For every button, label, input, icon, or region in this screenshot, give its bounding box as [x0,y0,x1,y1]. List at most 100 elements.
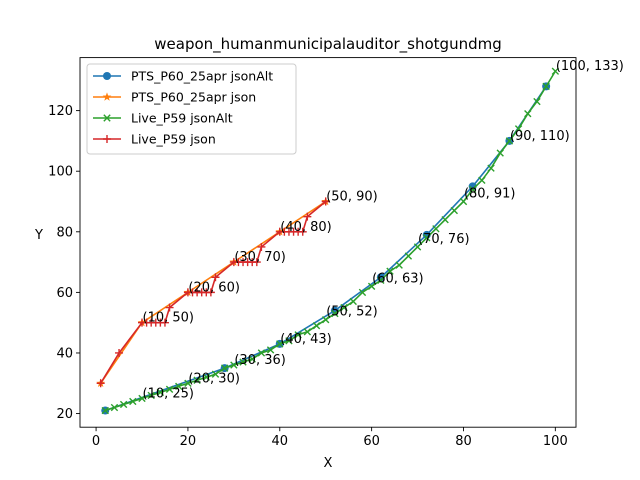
point-annotation: (40, 43) [280,332,332,347]
point-annotation: (100, 133) [556,59,624,74]
data-point [115,348,124,357]
data-point [193,376,201,384]
data-point [303,212,312,221]
data-point [206,288,215,297]
data-point [285,337,293,345]
data-point [441,215,449,224]
x-tick-label: 100 [543,434,568,449]
data-point [542,82,550,91]
y-tick-label: 20 [56,407,73,422]
x-tick-label: 60 [363,434,380,449]
data-point [331,309,339,318]
data-point [367,282,376,291]
point-annotation: (10, 50) [143,311,195,326]
legend-label: Live_P59 json [131,132,216,147]
x-tick-label: 0 [92,434,100,449]
data-point [303,328,312,336]
data-point [395,261,403,269]
data-point [276,340,284,348]
data-point [423,234,431,242]
point-annotation: (90, 110) [510,129,570,144]
data-point [129,397,137,406]
x-axis-label: X [324,456,333,471]
plot-frame [79,57,577,428]
legend-marker [103,135,111,143]
data-point [211,273,220,282]
point-annotation: (20, 60) [188,280,240,295]
data-point [468,185,477,194]
data-point [478,176,486,184]
legend-marker [103,114,111,122]
data-point [110,403,119,412]
data-point [257,242,266,251]
data-point [165,303,174,312]
data-point [386,267,394,275]
series-3 [101,67,560,415]
legend-entry: Live_P59 jsonAlt [93,111,233,126]
point-annotation: (30, 70) [234,250,286,265]
data-point [514,125,523,133]
data-point [101,406,109,415]
data-point [404,252,413,260]
y-tick-label: 80 [56,225,73,240]
legend-marker [102,92,112,101]
data-point [349,297,357,306]
data-point [230,361,238,369]
data-point [266,346,275,354]
y-tick-label: 120 [48,104,73,119]
legend-entry: PTS_P60_25apr json [93,90,256,105]
point-annotation: (20, 30) [188,371,240,386]
data-point [160,318,169,327]
y-tick-label: 40 [56,346,73,361]
point-annotation: (50, 90) [326,190,378,205]
point-annotation: (80, 91) [464,186,515,201]
point-annotation: (10, 25) [143,386,195,401]
series-4 [96,197,330,388]
legend-label: PTS_P60_25apr jsonAlt [131,69,273,84]
x-tick-label: 80 [455,434,472,449]
point-annotation: (70, 76) [418,232,470,247]
data-point [450,206,458,215]
legend-label: PTS_P60_25apr json [131,90,256,105]
data-point [533,97,541,106]
point-annotation: (60, 63) [372,271,424,286]
data-point [294,331,302,339]
chart-title: weapon_humanmunicipalauditor_shotgundmg [154,35,502,54]
data-point [487,164,495,172]
data-point [138,394,146,403]
legend-label: Live_P59 jsonAlt [131,111,233,126]
legend-marker [103,72,111,80]
data-point [184,379,192,387]
point-annotation: (50, 52) [326,305,378,320]
data-point [257,349,266,357]
data-point [459,197,468,206]
data-point [252,258,261,267]
x-tick-label: 40 [272,434,289,449]
point-annotation: (40, 80) [280,220,332,235]
data-point [340,303,348,312]
data-point [524,109,532,118]
data-point [96,379,105,388]
data-point [413,243,422,251]
point-annotation: (30, 36) [234,353,286,368]
x-tick-label: 20 [180,434,197,449]
data-point [321,197,330,206]
data-point [202,373,210,381]
data-point [377,276,385,284]
data-point [248,355,256,363]
y-tick-label: 60 [56,286,73,301]
y-axis-label: Y [34,228,43,243]
data-point [175,382,183,390]
series-layer [96,67,560,415]
data-point [165,385,174,394]
legend: PTS_P60_25apr jsonAlt PTS_P60_25apr json L… [86,63,297,155]
x-axis: 0 20 40 60 80 100 [92,427,568,449]
legend-entry: Live_P59 json [93,132,216,147]
data-point [211,370,220,378]
annotation-layer: (10, 25)(20, 30) (30, 36) (40, 43) (50, 52)… [143,59,624,401]
data-point [312,322,321,330]
data-point [322,315,330,324]
data-point [119,400,128,409]
y-axis: 20 40 60 80 100 120 [48,104,80,422]
